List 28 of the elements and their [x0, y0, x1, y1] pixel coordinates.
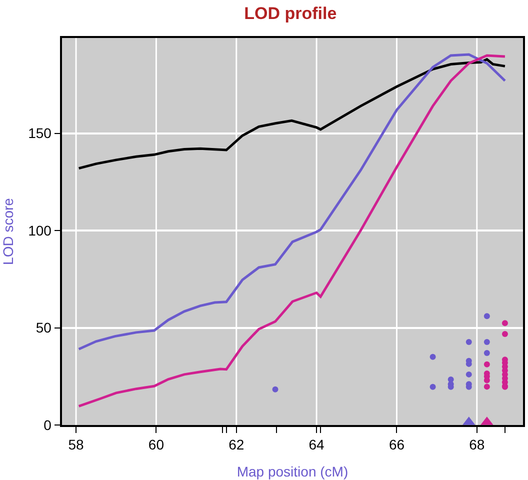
x-tick-label: 64 [308, 436, 325, 453]
line-series [78, 58, 506, 170]
point [502, 330, 508, 337]
point [484, 361, 490, 368]
y-tick-label: 150 [28, 125, 52, 142]
point [484, 338, 490, 345]
point [484, 313, 490, 320]
y-tick-label: 100 [28, 222, 52, 238]
y-tick-label: 50 [36, 320, 52, 336]
point [430, 354, 436, 360]
y-tick-label: 0 [44, 416, 52, 433]
chart-title: LOD profile [244, 4, 337, 24]
x-tick-label: 62 [228, 436, 244, 453]
point [484, 350, 490, 356]
point [272, 386, 278, 392]
point [466, 371, 472, 378]
x-axis-title: Map position (cM) [236, 463, 348, 480]
point [430, 384, 436, 390]
x-tick-label: 66 [388, 436, 405, 453]
line-series [78, 53, 506, 350]
point [502, 320, 508, 326]
x-tick-label: 58 [68, 436, 84, 453]
point [484, 384, 490, 390]
y-axis-title: LOD score [0, 198, 16, 265]
x-tick-label: 60 [148, 436, 164, 453]
line-series [78, 54, 506, 408]
point [466, 338, 472, 345]
x-tick-label: 68 [469, 436, 485, 453]
